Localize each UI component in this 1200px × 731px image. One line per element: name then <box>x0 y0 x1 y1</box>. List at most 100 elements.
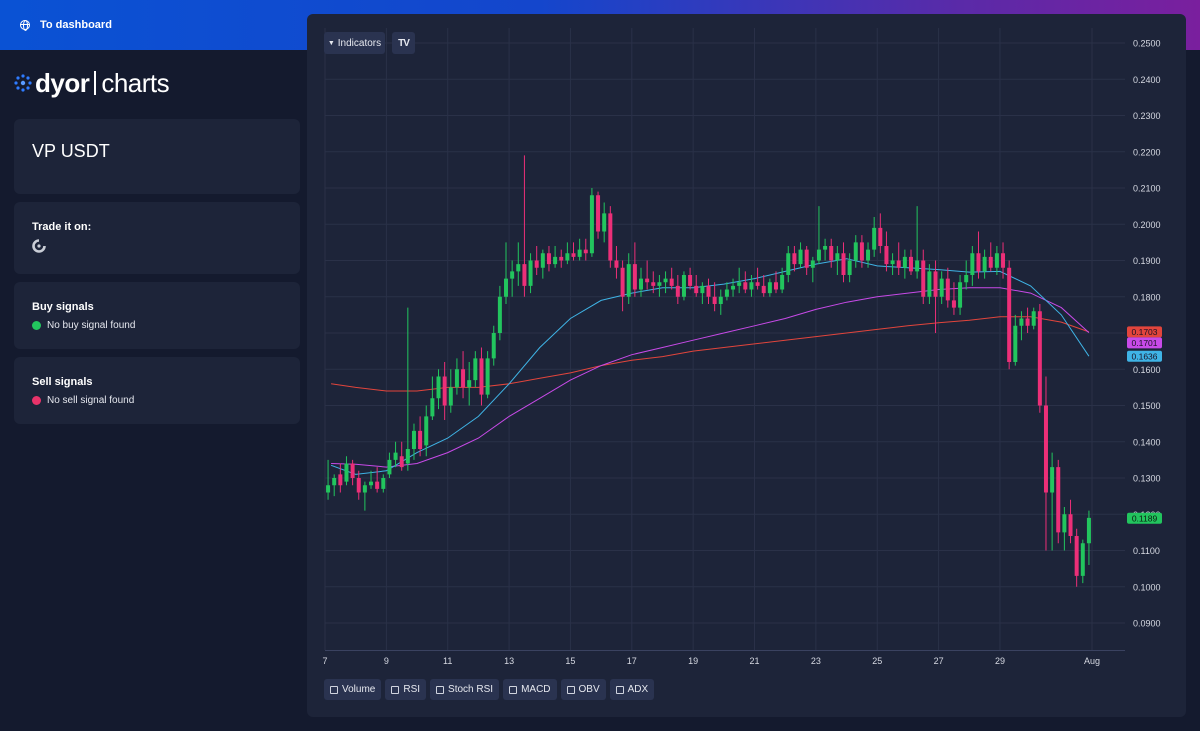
toggle-rsi-label: RSI <box>403 684 421 695</box>
candle <box>589 188 594 257</box>
candle-body <box>780 275 785 290</box>
candle <box>1019 311 1024 341</box>
candle <box>546 246 551 272</box>
toggle-stoch-rsi[interactable]: Stoch RSI <box>430 679 500 700</box>
candle-body <box>878 227 883 246</box>
candle <box>448 369 453 413</box>
x-tick-label: 27 <box>934 656 944 666</box>
candle-body <box>884 246 889 265</box>
sell-signal-status: No sell signal found <box>47 395 135 406</box>
candle-body <box>497 296 502 333</box>
y-tick-label: 0.1600 <box>1133 365 1161 375</box>
candle-body <box>859 242 864 261</box>
candle <box>381 474 386 493</box>
candle <box>356 470 361 500</box>
toggle-rsi[interactable]: RSI <box>385 679 427 700</box>
candle-body <box>743 282 748 290</box>
candle <box>405 307 410 471</box>
toggle-macd[interactable]: MACD <box>503 679 557 700</box>
logo-word-charts: charts <box>101 67 170 98</box>
candle <box>430 376 435 420</box>
candle-body <box>651 282 656 286</box>
candle-body <box>454 369 459 388</box>
candle-body <box>872 227 877 250</box>
candle-body <box>823 246 828 250</box>
candle <box>375 467 380 493</box>
candle-body <box>338 474 343 486</box>
x-tick-label: 9 <box>384 656 389 666</box>
candle-body <box>939 278 944 297</box>
candle <box>418 416 423 457</box>
candle <box>902 249 907 279</box>
candle <box>939 271 944 304</box>
tradingview-logo-button[interactable]: TV <box>392 32 415 54</box>
y-tick-label: 0.1400 <box>1133 437 1161 447</box>
candle-body <box>639 278 644 290</box>
candle <box>577 238 582 261</box>
candle <box>755 267 760 290</box>
candle <box>467 362 472 406</box>
candle <box>982 249 987 279</box>
candle-body <box>461 369 466 388</box>
candle <box>393 441 398 468</box>
candle-body <box>411 430 416 449</box>
candle <box>602 202 607 243</box>
candle <box>915 206 920 279</box>
candle-body <box>577 249 582 257</box>
candle <box>994 246 999 275</box>
buy-signal-status: No buy signal found <box>47 320 136 331</box>
trade-card: Trade it on: <box>14 202 300 274</box>
candle-body <box>393 452 398 460</box>
candle <box>485 351 490 399</box>
candle-body <box>553 256 558 265</box>
candle-body <box>982 256 987 272</box>
y-tick-label: 0.2400 <box>1133 75 1161 85</box>
candle-body <box>589 195 594 254</box>
candle-body <box>816 249 821 261</box>
toggle-volume[interactable]: Volume <box>324 679 382 700</box>
candle-body <box>1013 325 1018 362</box>
candle-body <box>767 282 772 294</box>
price-chart[interactable]: 0.2500 0.2400 0.2300 0.2200 0.2100 0.2000 0.19… <box>307 14 1186 717</box>
candle <box>369 470 374 489</box>
candle <box>688 267 693 290</box>
candle-body <box>645 278 650 283</box>
to-dashboard-link[interactable]: To dashboard <box>20 18 112 32</box>
toggle-obv[interactable]: OBV <box>560 679 606 700</box>
candle <box>559 249 564 268</box>
candle-body <box>430 398 435 417</box>
candle-body <box>712 296 717 304</box>
candle-body <box>1074 536 1079 576</box>
sell-signals-card: Sell signals No sell signal found <box>14 357 300 424</box>
y-tick-label: 0.0900 <box>1133 619 1161 629</box>
toggle-adx-label: ADX <box>627 684 649 695</box>
toggle-adx[interactable]: ADX <box>609 679 655 700</box>
candle <box>921 249 926 304</box>
candle-body <box>915 260 920 272</box>
candle <box>362 481 367 511</box>
y-tick-label: 0.2000 <box>1133 220 1161 230</box>
candle <box>749 275 754 297</box>
exchange-logo-icon[interactable] <box>32 239 46 253</box>
candle <box>761 275 766 297</box>
candle <box>1031 307 1036 330</box>
indicators-button[interactable]: ▼ Indicators <box>324 32 385 54</box>
candle-body <box>1068 514 1073 536</box>
price-label-box <box>1127 512 1162 524</box>
candle <box>964 260 969 290</box>
candle <box>976 231 981 279</box>
candle-body <box>626 264 631 297</box>
candle <box>1037 304 1042 413</box>
candle <box>933 260 938 333</box>
logo[interactable]: dyor charts <box>14 67 170 98</box>
checkbox-icon <box>391 685 400 694</box>
candle <box>497 285 502 341</box>
candle <box>718 289 723 315</box>
candle-body <box>344 463 349 482</box>
candle-body <box>1086 517 1091 544</box>
candle <box>411 423 416 460</box>
candle-body <box>516 264 521 272</box>
ma-red-line <box>331 316 1090 392</box>
candle-body <box>546 253 551 265</box>
ma-magenta-line <box>331 287 1090 468</box>
